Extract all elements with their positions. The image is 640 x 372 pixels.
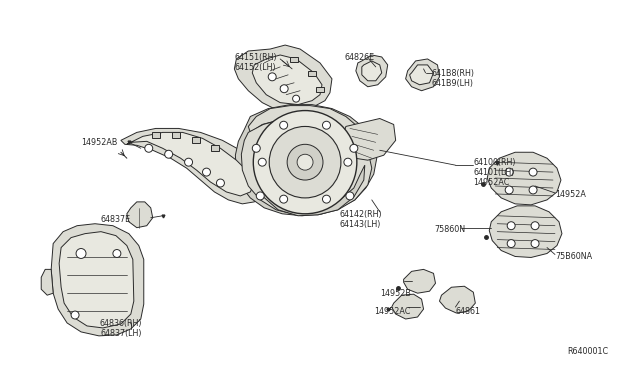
Text: 64837(LH): 64837(LH): [100, 329, 141, 338]
Circle shape: [259, 158, 266, 166]
Circle shape: [529, 168, 537, 176]
Polygon shape: [127, 202, 153, 228]
Polygon shape: [234, 45, 332, 113]
Circle shape: [507, 240, 515, 247]
Circle shape: [350, 144, 358, 152]
Circle shape: [346, 192, 354, 200]
Text: 64861: 64861: [456, 307, 481, 316]
Circle shape: [269, 126, 341, 198]
Circle shape: [113, 250, 121, 257]
Text: 64826E: 64826E: [345, 53, 375, 62]
Circle shape: [297, 154, 313, 170]
Text: 641B9(LH): 641B9(LH): [431, 79, 474, 88]
Polygon shape: [121, 128, 265, 204]
Circle shape: [344, 158, 352, 166]
Polygon shape: [211, 145, 220, 151]
Circle shape: [280, 121, 287, 129]
Polygon shape: [489, 206, 562, 257]
Circle shape: [323, 121, 330, 129]
Polygon shape: [290, 57, 298, 62]
Text: 64142(RH): 64142(RH): [340, 210, 383, 219]
Text: 64151(RH): 64151(RH): [234, 53, 277, 62]
Text: 75860N: 75860N: [435, 225, 466, 234]
Text: 75B60NA: 75B60NA: [555, 251, 592, 260]
Polygon shape: [343, 119, 396, 160]
Circle shape: [292, 95, 300, 102]
Text: 14952B: 14952B: [380, 289, 411, 298]
Text: 14952AC: 14952AC: [374, 307, 410, 316]
Circle shape: [323, 195, 330, 203]
Polygon shape: [440, 286, 476, 313]
Circle shape: [145, 144, 153, 152]
Circle shape: [268, 73, 276, 81]
Polygon shape: [362, 61, 381, 81]
Circle shape: [71, 311, 79, 319]
Polygon shape: [316, 87, 324, 92]
Polygon shape: [410, 65, 433, 85]
Text: 641B8(RH): 641B8(RH): [431, 69, 474, 78]
Polygon shape: [248, 106, 360, 134]
Circle shape: [507, 222, 515, 230]
Text: 64143(LH): 64143(LH): [340, 220, 381, 229]
Polygon shape: [356, 55, 388, 87]
Text: 14952A: 14952A: [555, 190, 586, 199]
Polygon shape: [236, 105, 377, 216]
Circle shape: [216, 179, 225, 187]
Circle shape: [505, 168, 513, 176]
Circle shape: [505, 186, 513, 194]
Polygon shape: [127, 132, 254, 196]
Text: 64152(LH): 64152(LH): [234, 63, 276, 72]
Polygon shape: [404, 269, 435, 293]
Circle shape: [287, 144, 323, 180]
Polygon shape: [308, 71, 316, 76]
Circle shape: [531, 240, 539, 247]
Circle shape: [253, 110, 357, 214]
Text: 64837E: 64837E: [101, 215, 131, 224]
Polygon shape: [262, 165, 365, 216]
Circle shape: [202, 168, 211, 176]
Circle shape: [184, 158, 193, 166]
Text: 14952AB: 14952AB: [81, 138, 117, 147]
Text: 64836(RH): 64836(RH): [100, 319, 142, 328]
Polygon shape: [487, 152, 561, 205]
Polygon shape: [172, 132, 180, 138]
Text: R640001C: R640001C: [568, 347, 609, 356]
Text: 64100(RH): 64100(RH): [474, 158, 516, 167]
Circle shape: [529, 186, 537, 194]
Circle shape: [280, 195, 287, 203]
Polygon shape: [41, 269, 53, 295]
Circle shape: [256, 192, 264, 200]
Polygon shape: [406, 59, 440, 91]
Text: 14952AC: 14952AC: [474, 178, 509, 187]
Polygon shape: [51, 224, 144, 336]
Polygon shape: [252, 55, 322, 105]
Circle shape: [164, 150, 173, 158]
Polygon shape: [392, 294, 424, 319]
Circle shape: [531, 222, 539, 230]
Polygon shape: [191, 137, 200, 143]
Circle shape: [280, 85, 288, 93]
Polygon shape: [152, 132, 160, 138]
Circle shape: [252, 144, 260, 152]
Polygon shape: [241, 119, 372, 215]
Circle shape: [76, 248, 86, 259]
Polygon shape: [59, 232, 134, 328]
Text: 64101(LH): 64101(LH): [474, 168, 515, 177]
